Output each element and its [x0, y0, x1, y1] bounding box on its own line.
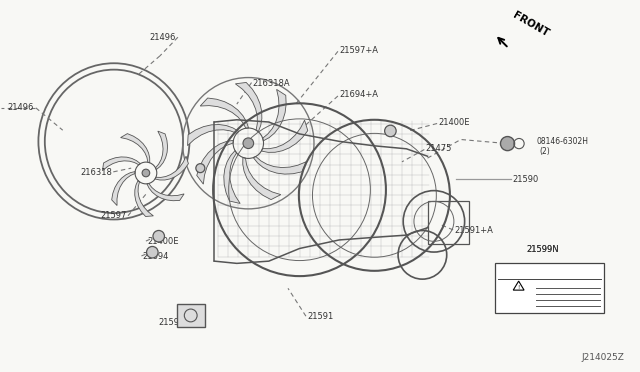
Text: 08146-6302H: 08146-6302H: [536, 137, 588, 146]
Polygon shape: [224, 151, 240, 203]
Polygon shape: [262, 89, 286, 141]
Text: !: !: [518, 285, 520, 290]
Bar: [218, 123, 422, 257]
Polygon shape: [236, 83, 262, 132]
Text: 21599N: 21599N: [527, 246, 559, 254]
Polygon shape: [120, 134, 150, 163]
Polygon shape: [102, 157, 140, 171]
Polygon shape: [243, 157, 281, 200]
Text: 21400E: 21400E: [438, 118, 470, 127]
Polygon shape: [147, 183, 184, 201]
Circle shape: [147, 247, 158, 258]
Text: (2): (2): [539, 147, 550, 155]
Text: 21694+A: 21694+A: [339, 90, 378, 99]
Text: 21400E: 21400E: [147, 237, 179, 246]
Text: 21592: 21592: [158, 318, 184, 327]
Circle shape: [142, 169, 150, 177]
Polygon shape: [135, 180, 154, 217]
Circle shape: [385, 125, 396, 137]
Text: 21496: 21496: [150, 33, 176, 42]
Circle shape: [196, 164, 205, 173]
Circle shape: [153, 231, 164, 242]
Text: 21590: 21590: [512, 175, 538, 184]
Polygon shape: [200, 98, 248, 128]
Polygon shape: [155, 156, 188, 180]
Text: 21597: 21597: [100, 211, 127, 220]
Bar: [495, 263, 604, 313]
Polygon shape: [188, 125, 239, 146]
Text: 216318A: 216318A: [253, 79, 291, 88]
Text: J214025Z: J214025Z: [581, 353, 624, 362]
Text: 21597+A: 21597+A: [339, 46, 378, 55]
Polygon shape: [253, 157, 306, 174]
Bar: [428, 201, 469, 244]
Bar: [31, 9, 479, 352]
Circle shape: [500, 137, 515, 151]
Circle shape: [243, 138, 253, 148]
Text: FRONT: FRONT: [511, 10, 550, 38]
Text: 21599N: 21599N: [527, 245, 559, 254]
Text: 216318: 216318: [80, 169, 112, 177]
Text: 21475: 21475: [426, 144, 452, 153]
Bar: [177, 304, 205, 327]
Text: 21694: 21694: [143, 252, 169, 261]
Text: 21591: 21591: [307, 312, 333, 321]
Polygon shape: [196, 140, 234, 184]
Text: 21496: 21496: [7, 103, 33, 112]
Polygon shape: [156, 131, 168, 170]
Polygon shape: [112, 171, 135, 206]
Polygon shape: [261, 120, 308, 153]
Text: 21591+A: 21591+A: [454, 226, 493, 235]
